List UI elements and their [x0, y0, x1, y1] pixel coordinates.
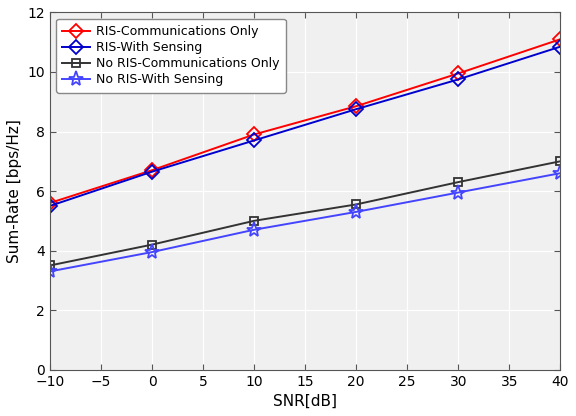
No RIS-With Sensing [557, 171, 564, 176]
X-axis label: SNR[dB]: SNR[dB] [273, 394, 337, 409]
RIS-With Sensing [557, 44, 564, 49]
No RIS-With Sensing [353, 209, 359, 214]
No RIS-With Sensing [251, 227, 257, 232]
RIS-With Sensing [47, 203, 54, 208]
Line: No RIS-Communications Only: No RIS-Communications Only [46, 157, 564, 270]
No RIS-With Sensing [47, 269, 54, 274]
RIS-Communications Only [353, 104, 359, 109]
Line: RIS-Communications Only: RIS-Communications Only [45, 35, 565, 208]
Line: RIS-With Sensing: RIS-With Sensing [45, 42, 565, 211]
No RIS-Communications Only [557, 159, 564, 164]
RIS-Communications Only [47, 201, 54, 206]
No RIS-Communications Only [251, 218, 257, 223]
No RIS-Communications Only [353, 202, 359, 207]
No RIS-With Sensing [149, 250, 156, 255]
RIS-With Sensing [149, 169, 156, 174]
No RIS-Communications Only [455, 180, 462, 185]
Line: No RIS-With Sensing: No RIS-With Sensing [43, 166, 568, 279]
RIS-Communications Only [149, 168, 156, 173]
Y-axis label: Sum-Rate [bps/Hz]: Sum-Rate [bps/Hz] [7, 119, 22, 263]
RIS-With Sensing [455, 77, 462, 82]
Legend: RIS-Communications Only, RIS-With Sensing, No RIS-Communications Only, No RIS-Wi: RIS-Communications Only, RIS-With Sensin… [56, 19, 286, 93]
RIS-Communications Only [557, 37, 564, 42]
No RIS-With Sensing [455, 190, 462, 195]
No RIS-Communications Only [149, 242, 156, 247]
RIS-Communications Only [251, 132, 257, 137]
RIS-Communications Only [455, 71, 462, 76]
No RIS-Communications Only [47, 263, 54, 268]
RIS-With Sensing [353, 106, 359, 111]
RIS-With Sensing [251, 138, 257, 143]
